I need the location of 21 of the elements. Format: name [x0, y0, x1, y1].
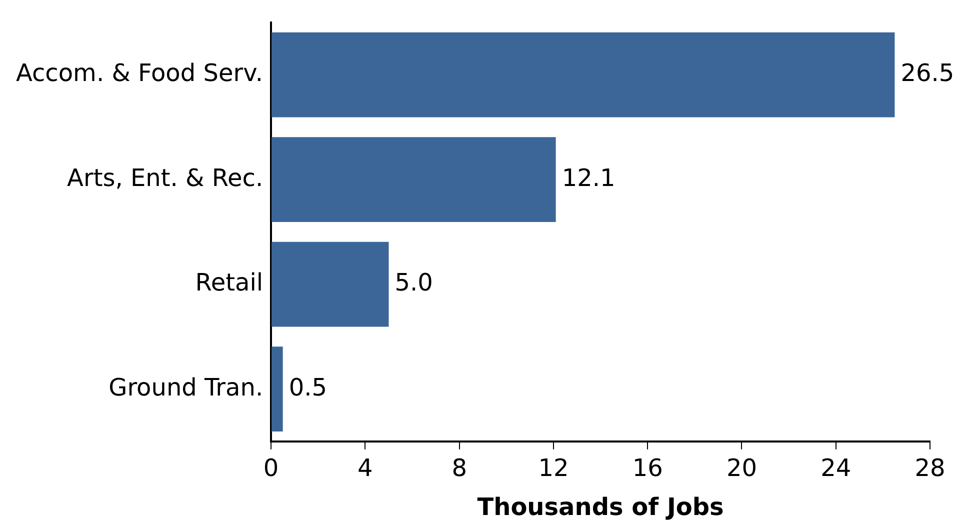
- y-tick-label: Retail: [195, 268, 264, 297]
- data-label: 26.5: [900, 59, 954, 88]
- x-tick-label: 20: [726, 454, 758, 482]
- bar: [272, 242, 389, 327]
- data-label: 0.5: [288, 373, 328, 402]
- x-tick-label: 0: [263, 454, 279, 482]
- x-tick-label: 12: [538, 454, 569, 482]
- x-axis-title: Thousands of Jobs: [477, 492, 724, 521]
- x-tick-label: 8: [452, 454, 467, 482]
- y-tick-label: Ground Tran.: [108, 373, 264, 402]
- data-label: 12.1: [562, 164, 616, 192]
- bar: [272, 137, 556, 222]
- x-tick-label: 24: [820, 454, 852, 482]
- data-label: 5.0: [394, 268, 433, 297]
- y-tick-label: Arts, Ent. & Rec.: [67, 164, 264, 192]
- x-tick-label: 16: [632, 454, 663, 482]
- bar: [272, 346, 283, 432]
- bar: [272, 32, 895, 118]
- x-tick-label: 28: [914, 454, 946, 482]
- x-tick-label: 4: [358, 454, 373, 482]
- y-tick-label: Accom. & Food Serv.: [16, 59, 264, 88]
